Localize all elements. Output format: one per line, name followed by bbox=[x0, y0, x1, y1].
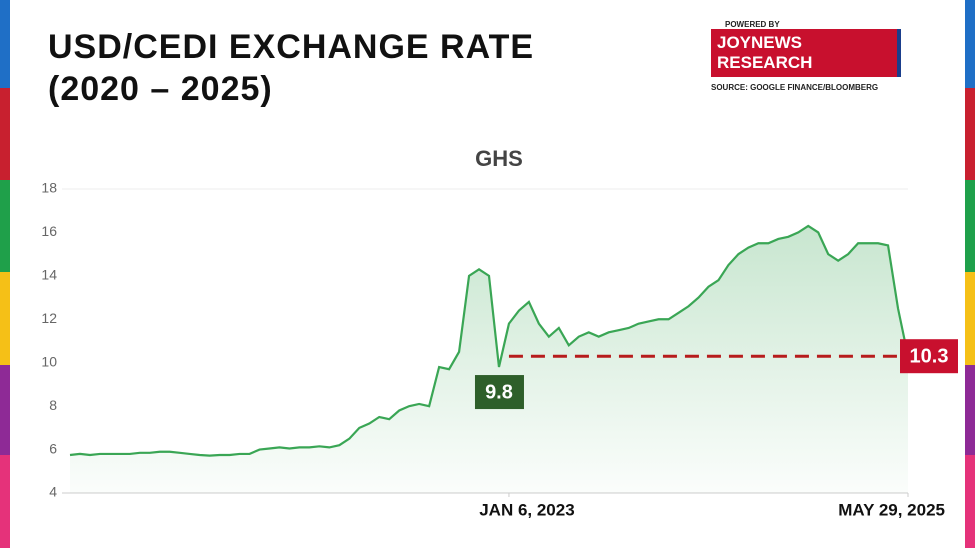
powered-by: POWERED BY bbox=[725, 20, 780, 29]
value-label-box bbox=[900, 339, 958, 374]
value-label: 10.3 bbox=[910, 345, 949, 367]
brand: JOYNEWS RESEARCH bbox=[711, 29, 901, 77]
line bbox=[69, 224, 910, 457]
y-tick-label: 14 bbox=[41, 267, 57, 283]
stripe bbox=[965, 180, 975, 272]
y-tick-label: 18 bbox=[41, 180, 57, 196]
area bbox=[70, 225, 908, 493]
chart-title: GHS bbox=[475, 146, 523, 171]
value-label: 9.8 bbox=[485, 381, 513, 403]
y-tick-label: 4 bbox=[49, 484, 57, 500]
value-label-box bbox=[474, 375, 524, 410]
stripe bbox=[0, 180, 10, 272]
y-tick-label: 10 bbox=[41, 353, 57, 369]
stripe bbox=[965, 0, 975, 88]
stripe bbox=[0, 455, 10, 548]
stripe bbox=[0, 272, 10, 365]
y-tick-label: 6 bbox=[49, 440, 57, 456]
stripe bbox=[965, 88, 975, 180]
stripe bbox=[0, 0, 10, 88]
stripe bbox=[965, 365, 975, 455]
source: SOURCE: GOOGLE FINANCE/BLOOMBERG bbox=[711, 83, 879, 92]
y-tick-label: 8 bbox=[49, 397, 57, 413]
stripe bbox=[0, 88, 10, 180]
stripe bbox=[965, 455, 975, 548]
stripe bbox=[0, 365, 10, 455]
x-tick-label: JAN 6, 2023 bbox=[479, 500, 574, 519]
stripe bbox=[965, 272, 975, 365]
y-tick-label: 12 bbox=[41, 310, 57, 326]
y-tick-label: 16 bbox=[41, 223, 57, 239]
x-tick-label: MAY 29, 2025 bbox=[838, 500, 945, 519]
brand-block: POWERED BY JOYNEWS RESEARCH SOURCE: GOOG… bbox=[711, 20, 901, 92]
title: USD/CEDI EXCHANGE RATE (2020 – 2025) bbox=[48, 28, 535, 108]
